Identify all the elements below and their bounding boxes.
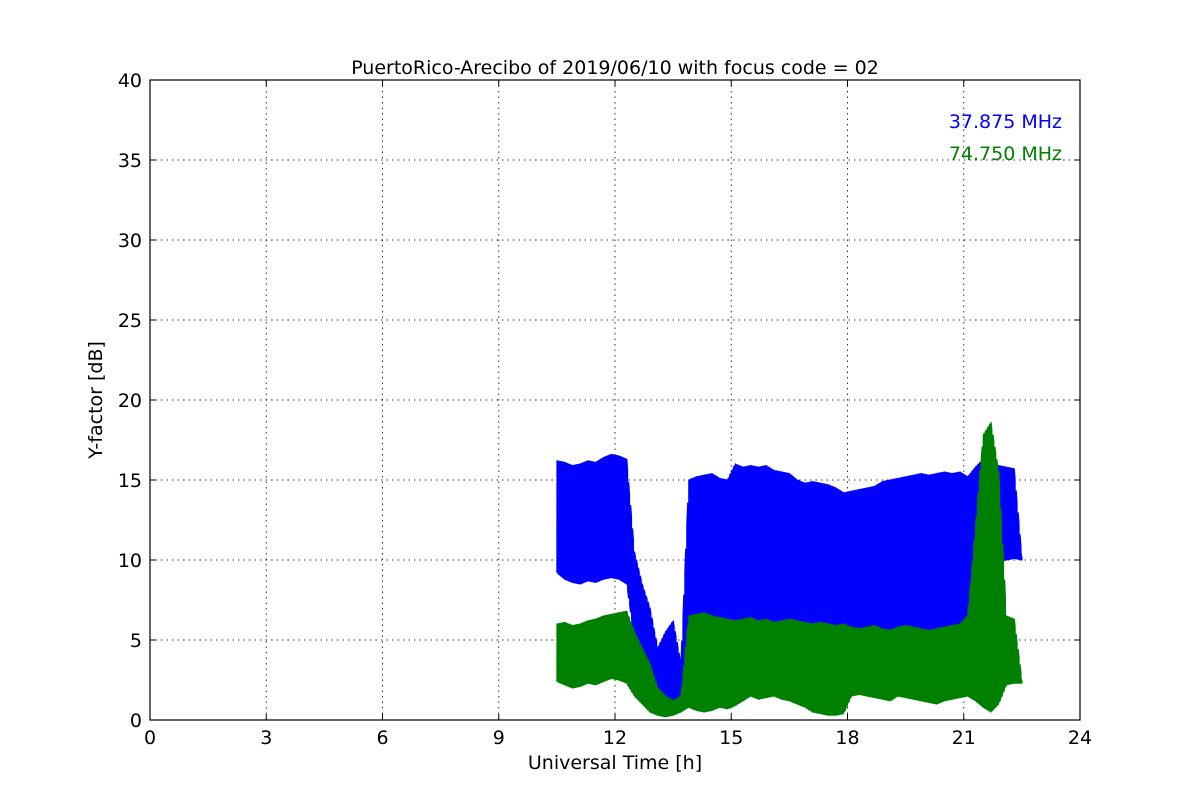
x-tick-label: 15 xyxy=(719,727,743,749)
y-tick-label: 30 xyxy=(118,230,142,252)
x-tick-label: 18 xyxy=(835,727,859,749)
x-tick-label: 6 xyxy=(376,727,388,749)
legend-label-1: 37.875 MHz xyxy=(949,111,1062,133)
series-trend-2 xyxy=(556,566,1023,709)
x-tick-label: 24 xyxy=(1068,727,1092,749)
y-tick-label: 35 xyxy=(118,150,142,172)
y-axis-label: Y-factor [dB] xyxy=(85,341,107,460)
grid-layer xyxy=(150,80,1080,720)
y-tick-label: 25 xyxy=(118,310,142,332)
y-tick-label: 5 xyxy=(130,630,142,652)
series-trend-1 xyxy=(556,509,1023,681)
y-tick-label: 0 xyxy=(130,710,142,732)
x-tick-label: 9 xyxy=(493,727,505,749)
x-tick-label: 0 xyxy=(144,727,156,749)
x-tick-label: 21 xyxy=(952,727,976,749)
tick-layer: 0 3 6 9 12 15 18 21 24 0 5 10 15 20 25 30 35 40 xyxy=(118,70,1092,749)
x-tick-label: 3 xyxy=(260,727,272,749)
series-clip-group xyxy=(556,421,1023,718)
y-tick-label: 40 xyxy=(118,70,142,92)
x-axis-label: Universal Time [h] xyxy=(528,752,702,774)
series-layer xyxy=(556,421,1023,718)
x-tick-label: 12 xyxy=(603,727,627,749)
chart-title: PuertoRico-Arecibo of 2019/06/10 with fo… xyxy=(351,57,879,79)
legend-label-2: 74.750 MHz xyxy=(949,143,1062,165)
y-tick-label: 10 xyxy=(118,550,142,572)
y-tick-label: 20 xyxy=(118,390,142,412)
legend: 37.875 MHz 74.750 MHz xyxy=(949,111,1062,165)
y-tick-label: 15 xyxy=(118,470,142,492)
